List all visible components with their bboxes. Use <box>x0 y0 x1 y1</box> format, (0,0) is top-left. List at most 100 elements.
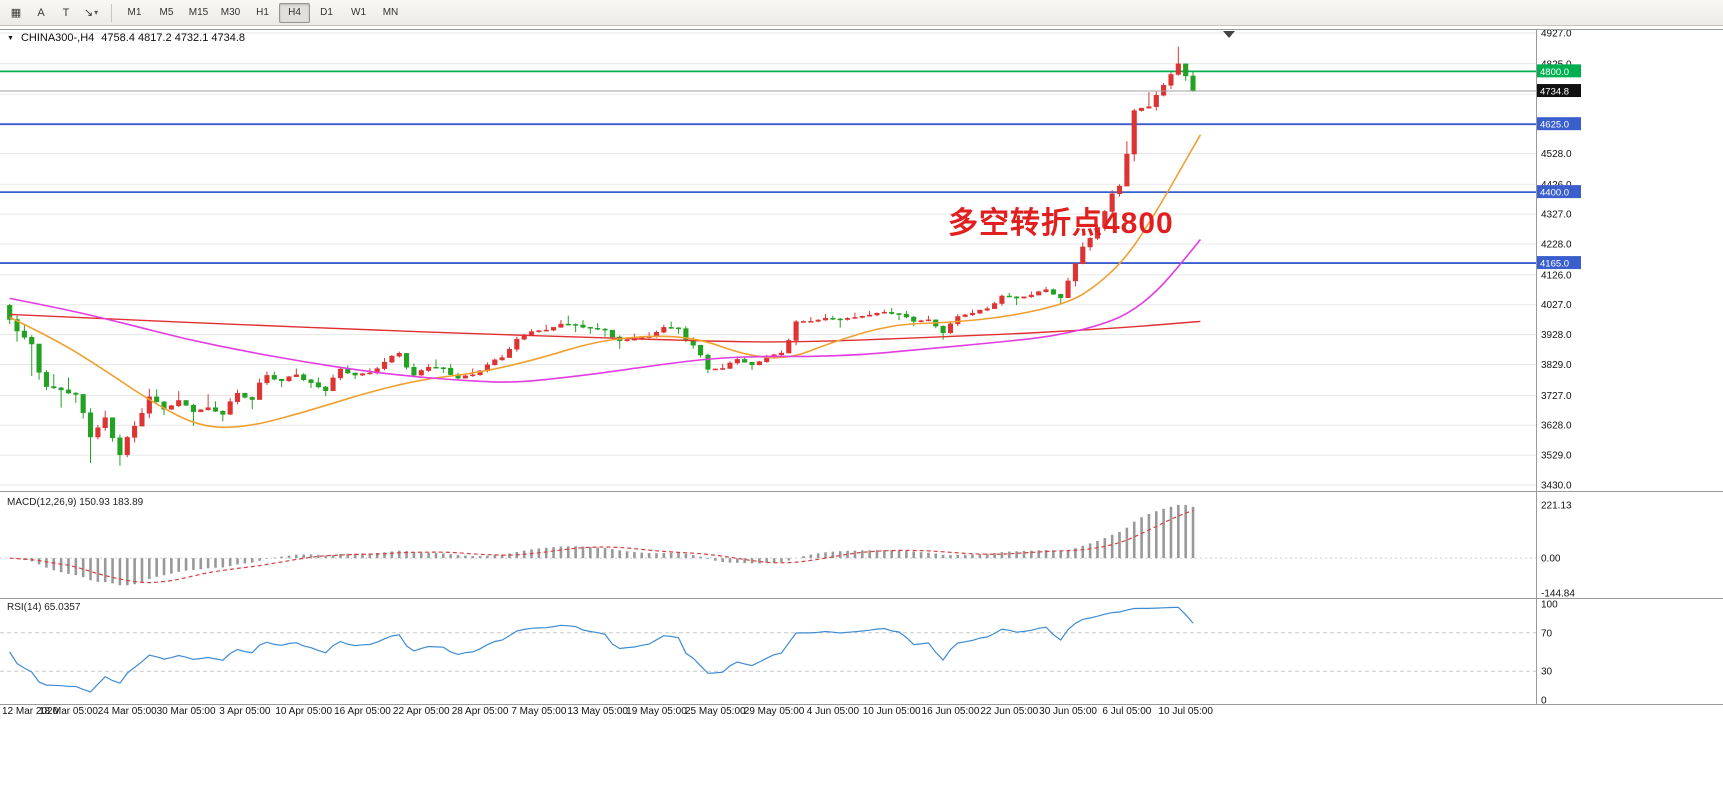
axis-label: 70 <box>1541 628 1553 639</box>
axis-label: 3829.0 <box>1541 360 1572 371</box>
candle <box>881 309 887 314</box>
price-level-badge: 4165.0 <box>1537 256 1581 270</box>
timeframe-button-D1[interactable]: D1 <box>320 7 333 18</box>
chart-shift-marker-icon[interactable] <box>1223 31 1235 38</box>
candle <box>859 315 865 319</box>
annotation-text[interactable]: 多空转折点4800 <box>948 207 1174 240</box>
axis-label: 4165.0 <box>1540 259 1569 270</box>
timeframe-button-M30[interactable]: M30 <box>220 7 241 18</box>
candle <box>308 378 314 389</box>
candle <box>955 314 961 327</box>
candle <box>271 371 277 381</box>
candle <box>661 324 667 334</box>
candle <box>896 312 902 321</box>
dropdown-caret-icon: ▾ <box>94 8 99 17</box>
candle <box>234 389 241 405</box>
time-axis-label: 28 Apr 05:00 <box>452 706 509 717</box>
candle <box>1116 184 1123 197</box>
candle <box>1014 296 1020 306</box>
candle <box>323 385 329 397</box>
drawing-tools-group: ▦ A T ↘ ▾ <box>4 2 104 24</box>
candle <box>962 313 968 318</box>
candle <box>139 408 145 427</box>
label-tool-icon: T <box>62 6 70 19</box>
candle <box>95 424 101 440</box>
candle <box>580 320 586 329</box>
timeframe-button-W1[interactable]: W1 <box>351 7 366 18</box>
candle <box>448 363 454 376</box>
rsi-indicator-label: RSI(14) 65.0357 <box>7 602 81 613</box>
collapse-triangle-icon[interactable]: ▼ <box>7 34 14 42</box>
timeframe-button-M1[interactable]: M1 <box>127 7 142 18</box>
candle <box>257 378 263 400</box>
time-axis-label: 22 Jun 05:00 <box>980 706 1038 717</box>
charts-grid-tool-button[interactable]: ▦ <box>4 2 28 24</box>
price-level-badge: 4400.0 <box>1537 185 1581 199</box>
time-axis-label: 7 May 05:00 <box>511 706 566 717</box>
axis-label: -144.84 <box>1541 589 1575 600</box>
candle <box>249 396 255 410</box>
candle <box>65 377 72 394</box>
panel-borders <box>0 29 1723 705</box>
candle <box>293 368 299 378</box>
candle <box>984 306 990 312</box>
arrow-tools-dropdown-button[interactable]: ↘ ▾ <box>79 2 103 24</box>
text-tool-button[interactable]: A <box>29 2 53 24</box>
candle <box>264 371 270 385</box>
axis-label: 4734.8 <box>1540 87 1569 98</box>
axis-label: 3628.0 <box>1541 421 1572 432</box>
axis-label: 4327.0 <box>1541 210 1572 221</box>
candle <box>168 404 174 410</box>
candle <box>183 400 189 407</box>
candle <box>800 320 807 323</box>
candle <box>132 421 138 443</box>
price-axis: 4927.04825.04528.04426.04327.04228.04126… <box>1537 29 1581 707</box>
time-axis-label: 29 May 05:00 <box>744 706 805 717</box>
time-axis-label: 10 Jul 05:00 <box>1158 706 1213 717</box>
axis-label: 221.13 <box>1541 501 1572 512</box>
candle <box>1065 277 1071 299</box>
chart-area[interactable]: 4927.04825.04528.04426.04327.04228.04126… <box>0 26 1723 796</box>
candle <box>830 315 836 320</box>
candle <box>749 361 755 370</box>
macd-histogram <box>15 505 1195 586</box>
timeframe-button-M15[interactable]: M15 <box>188 7 209 18</box>
axis-label: 3529.0 <box>1541 451 1572 462</box>
candle <box>1036 290 1042 296</box>
candle <box>889 308 895 315</box>
candle <box>58 386 64 408</box>
label-tool-button[interactable]: T <box>54 2 78 24</box>
timeframe-button-H1[interactable]: H1 <box>256 7 269 18</box>
timeframe-toolbar: M1 M5 M15 M30 H1 H4 D1 W1 MN <box>119 2 407 23</box>
candle <box>969 309 976 316</box>
timeframe-button-MN[interactable]: MN <box>382 7 399 18</box>
chart-canvas[interactable]: 4927.04825.04528.04426.04327.04228.04126… <box>0 26 1723 796</box>
candle <box>1102 209 1108 231</box>
candle <box>352 372 358 380</box>
axis-label: 4927.0 <box>1541 29 1572 40</box>
candle <box>279 378 285 388</box>
timeframe-button-M5[interactable]: M5 <box>159 7 174 18</box>
candle <box>29 335 35 377</box>
price-level-badge: 4800.0 <box>1537 64 1581 78</box>
candle <box>999 294 1005 306</box>
grid-lines <box>0 32 1536 486</box>
candle <box>940 325 946 340</box>
candle <box>514 336 520 352</box>
candle <box>867 311 873 317</box>
candle <box>73 392 79 403</box>
candle <box>21 324 27 340</box>
time-axis-label: 18 Mar 05:00 <box>39 706 98 717</box>
time-axis-label: 10 Apr 05:00 <box>275 706 332 717</box>
candle <box>462 374 468 379</box>
candle <box>977 309 983 314</box>
candle <box>396 351 402 358</box>
candle <box>440 366 446 373</box>
rsi-line <box>9 606 1194 693</box>
ma-mid-magenta-line <box>9 238 1202 383</box>
candle <box>852 312 858 319</box>
time-axis-label: 30 Jun 05:00 <box>1039 706 1097 717</box>
axis-label: 3928.0 <box>1541 330 1572 341</box>
candle <box>337 366 343 381</box>
timeframe-button-H4[interactable]: H4 <box>279 2 310 23</box>
